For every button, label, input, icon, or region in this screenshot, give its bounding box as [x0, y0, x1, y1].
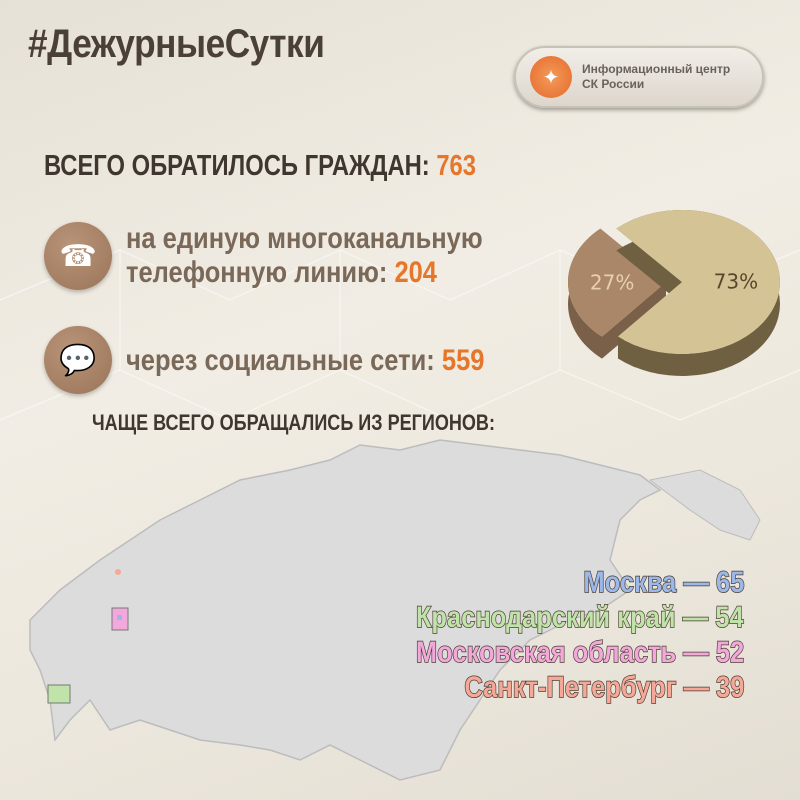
- pie-label: 27%: [590, 271, 634, 295]
- hashtag-title: #ДежурныеСутки: [28, 22, 325, 66]
- info-center-badge: ✦ Информационный центр СК России: [514, 46, 764, 108]
- phone-text: на единую многоканальную телефонную лини…: [126, 222, 483, 290]
- region-moscow: Москва — 65: [582, 565, 744, 600]
- phone-line2: телефонную линию:: [126, 256, 388, 289]
- chat-bubble-icon: 💬: [44, 326, 112, 394]
- map-moscow: [117, 615, 122, 620]
- map-east: [648, 469, 761, 541]
- phone-icon: ☎: [44, 222, 112, 290]
- social-label: через социальные сети:: [126, 344, 435, 377]
- region-spb: Санкт-Петербург — 39: [463, 670, 744, 705]
- pie-chart: 27% 73%: [568, 209, 780, 377]
- map-krasnodar: [47, 684, 71, 704]
- russia-map: [29, 439, 662, 781]
- pie-slice-side: [568, 228, 667, 359]
- total-label: ВСЕГО ОБРАТИЛОСЬ ГРАЖДАН:: [44, 150, 430, 182]
- pie-slice: [568, 228, 667, 337]
- badge-line2: СК России: [582, 77, 645, 91]
- total-value: 763: [436, 150, 477, 182]
- regions-heading: ЧАЩЕ ВСЕГО ОБРАЩАЛИСЬ ИЗ РЕГИОНОВ:: [92, 410, 495, 435]
- total-heading: ВСЕГО ОБРАТИЛОСЬ ГРАЖДАН: 763: [44, 150, 476, 183]
- map-spb: [115, 569, 121, 575]
- phone-value: 204: [394, 256, 437, 289]
- social-text: через социальные сети: 559: [126, 344, 484, 378]
- pie-label: 73%: [714, 270, 758, 294]
- social-value: 559: [441, 344, 485, 377]
- pie-slice: [616, 210, 780, 354]
- region-moscow-oblast: Московская область — 52: [415, 635, 745, 670]
- phone-line1: на единую многоканальную: [126, 222, 483, 255]
- badge-line1: Информационный центр: [582, 62, 731, 76]
- sk-emblem-icon: ✦: [530, 56, 572, 98]
- region-krasnodar: Краснодарский край — 54: [416, 600, 745, 635]
